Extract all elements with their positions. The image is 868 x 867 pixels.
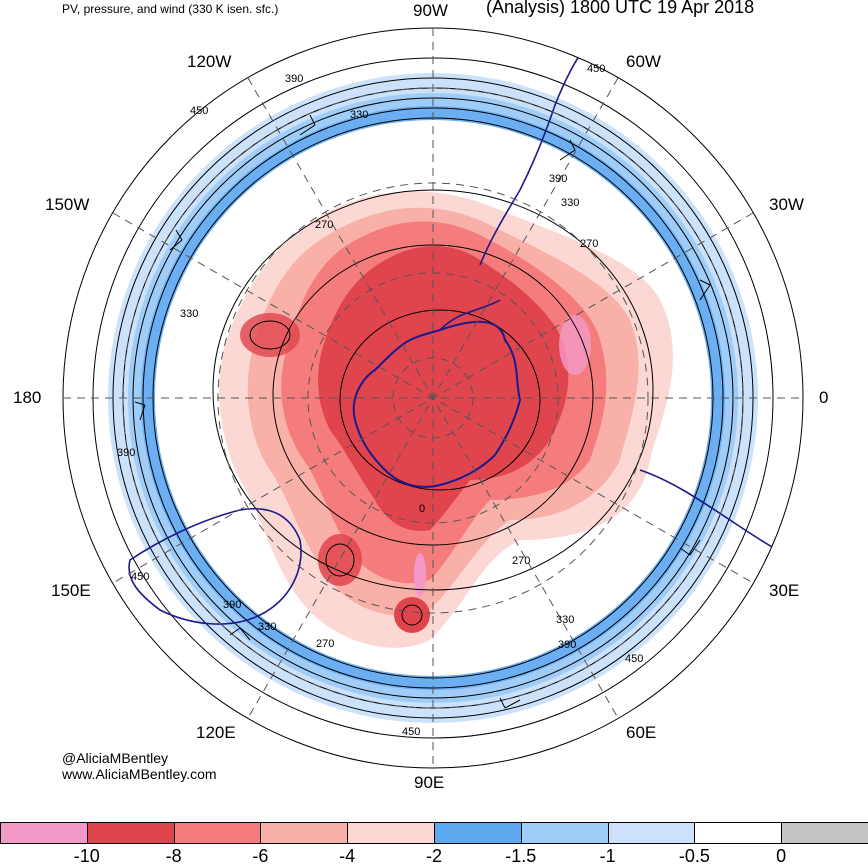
colorbar [0,822,868,844]
contour-label: 390 [223,599,241,611]
polar-stereographic-map: 390 450 330 450 390 330 270 270 330 390 … [62,27,804,769]
colorbar-bin [607,822,696,844]
antarctica-coastline [352,320,522,488]
south-america-coastline [479,39,591,266]
contour-label: 450 [190,105,208,117]
colorbar-bin [434,822,522,844]
contour-label: 330 [180,308,198,320]
colorbar-tick-label: -1 [599,846,616,866]
lon-label-120w: 120W [187,52,232,71]
colorbar-bin [347,822,435,844]
contour-label: 390 [558,639,576,651]
lon-label-60w: 60W [626,52,661,71]
colorbar-tick-label: -6 [252,846,269,866]
contour-label: 0 [419,503,425,515]
pv-strong-pink [414,553,426,597]
pv-negative-lobe-south [318,534,362,586]
contour-label: 330 [556,614,574,626]
graticule [63,28,803,768]
analysis-time-title: (Analysis) 1800 UTC 19 Apr 2018 [486,0,755,17]
colorbar-tick-label: -10 [73,846,100,866]
pv-negative-lobe-east [559,315,591,375]
lon-label-150e: 150E [51,581,91,600]
contour-label: 450 [402,726,420,738]
colorbar-bin [0,822,88,844]
antarctic-peninsula-coastline [439,299,501,331]
colorbar-bin [173,822,262,844]
colorbar-bin [781,822,868,844]
credit-website: www.AliciaMBentley.com [62,766,217,782]
colorbar-tick-label: -2 [425,846,443,866]
australia-coastline [128,508,302,625]
lon-label-30e: 30E [769,581,800,600]
colorbar-tick-label: -0.5 [678,846,710,866]
pv-negative-lobe-west [240,313,300,357]
pressure-contour [401,604,423,626]
pv-negative-lobe-south2 [394,597,430,633]
contour-label: 330 [561,197,579,209]
credit-handle: @AliciaMBentley [62,750,169,766]
contour-label: 390 [285,73,303,85]
contour-label: 450 [625,653,643,665]
pressure-contour [339,309,541,491]
pressure-contour [249,320,291,350]
contour-label: 390 [549,173,567,185]
colorbar-tick-label: -1.5 [505,846,537,866]
colorbar-bin [694,822,783,844]
contour-label: 270 [512,555,530,567]
colorbar-bin [260,822,349,844]
pressure-contour [325,543,355,577]
lon-label-180: 180 [13,388,42,407]
pv-negative-core [318,246,569,531]
colorbar-tick-label: -4 [339,846,356,866]
contour-label: 330 [350,109,368,121]
colorbar-bin [520,822,609,844]
colorbar-bin [86,822,175,844]
lon-label-0: 0 [819,388,829,407]
map-title: PV, pressure, and wind (330 K isen. sfc.… [62,2,279,16]
wind-barbs [134,114,711,709]
contour-label: 450 [131,571,149,583]
contour-label: 450 [587,63,605,75]
contour-label: 270 [315,219,333,231]
lon-label-120e: 120E [196,723,236,742]
contour-label: 270 [580,238,598,250]
lon-label-30w: 30W [769,195,804,214]
lon-label-90w: 90W [413,1,448,20]
colorbar-tick-label: -8 [165,846,182,866]
lon-label-60e: 60E [626,723,657,742]
contour-label: 330 [258,621,276,633]
lon-label-90e: 90E [414,773,445,792]
colorbar-tick-label: 0 [776,846,787,866]
lon-label-150w: 150W [45,195,90,214]
contour-label: 390 [117,447,135,459]
contour-label: 270 [316,638,334,650]
